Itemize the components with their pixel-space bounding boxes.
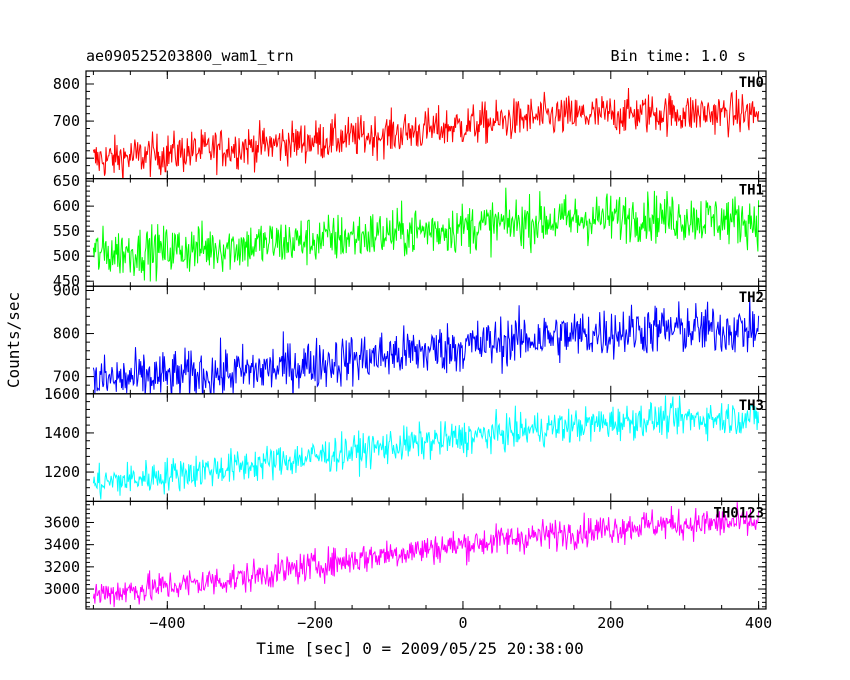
x-tick-label: 0: [458, 614, 467, 632]
panel-frame: [85, 393, 767, 502]
panel-th1: 450 500 550 600 650 TH1: [53, 172, 767, 290]
x-tick-label: −200: [297, 614, 333, 632]
panel-label-th0: TH0: [739, 75, 764, 91]
series-line-th0123: [92, 502, 760, 608]
x-tick-label: 400: [745, 614, 772, 632]
panel-label-th1: TH1: [739, 183, 764, 199]
panel-frame: [85, 285, 767, 395]
y-tick-label: 1600: [44, 385, 80, 403]
series-line-th2: [92, 295, 760, 394]
y-tick-label: 700: [53, 368, 80, 386]
y-tick-label: 600: [53, 197, 80, 215]
y-tick-label: 600: [53, 149, 80, 167]
y-tick-label: 1200: [44, 463, 80, 481]
x-axis-title: Time [sec] 0 = 2009/05/25 20:38:00: [256, 639, 584, 658]
y-tick-label: 800: [53, 75, 80, 93]
panel-th2: 700 800 900 TH2: [53, 282, 767, 395]
panels-layer: 600 700 800 TH0 450 500 550 600 650 TH1 700 800 900 T…: [44, 70, 767, 610]
x-axis: −400 −200 0 200 400: [149, 614, 772, 632]
panel-label-th3: TH3: [739, 398, 764, 414]
y-tick-label: 3200: [44, 558, 80, 576]
series-line-th0: [92, 87, 760, 179]
y-axis-title: Counts/sec: [4, 292, 23, 388]
y-tick-label: 550: [53, 222, 80, 240]
panel-th0: 600 700 800 TH0: [53, 70, 767, 180]
y-tick-label: 3000: [44, 580, 80, 598]
x-tick-label: 200: [597, 614, 624, 632]
panel-frame: [85, 178, 767, 287]
y-tick-label: 500: [53, 247, 80, 265]
y-tick-label: 900: [53, 282, 80, 300]
y-tick-label: 700: [53, 112, 80, 130]
y-tick-label: 800: [53, 325, 80, 343]
bin-time-label: Bin time: 1.0 s: [611, 47, 746, 65]
y-tick-label: 650: [53, 172, 80, 190]
panel-label-th0123: TH0123: [713, 505, 764, 521]
series-line-th3: [92, 395, 760, 500]
series-line-th1: [92, 187, 760, 282]
y-tick-label: 450: [53, 272, 80, 290]
chart-title: ae090525203800_wam1_trn: [86, 47, 294, 65]
y-tick-label: 1400: [44, 424, 80, 442]
panel-th3: 1200 1400 1600 TH3: [44, 385, 767, 502]
y-tick-label: 3600: [44, 513, 80, 531]
panel-th0123: 3000 3200 3400 3600 TH0123: [44, 500, 767, 610]
y-tick-label: 3400: [44, 536, 80, 554]
panel-label-th2: TH2: [739, 290, 764, 306]
x-tick-label: −400: [149, 614, 185, 632]
